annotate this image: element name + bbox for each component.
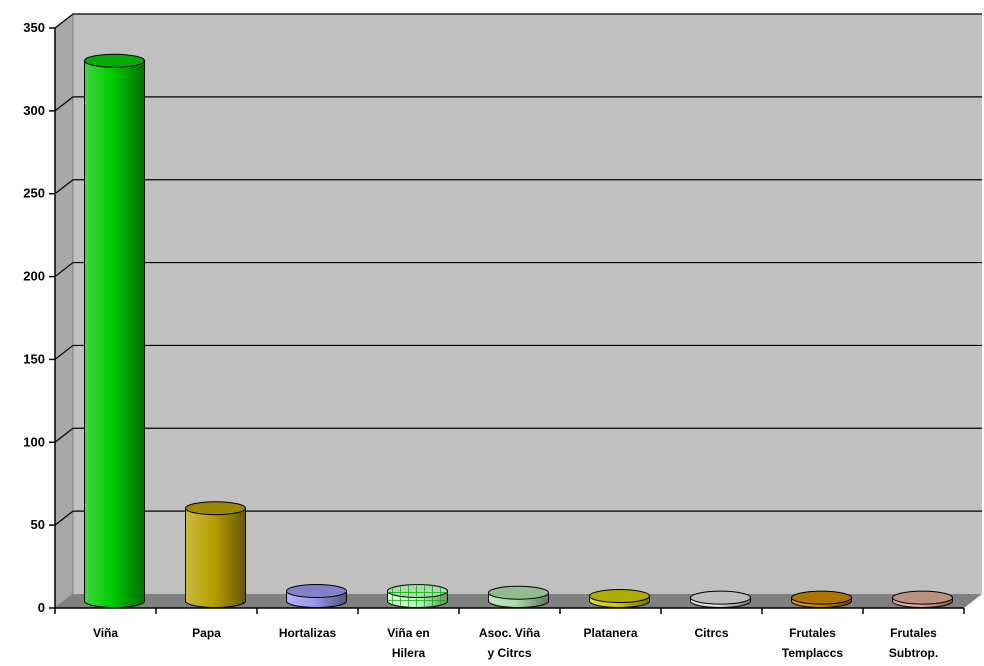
x-tick-label: Papa (192, 626, 221, 640)
x-tick-label: Platanera (583, 626, 637, 640)
x-tick-label: Hortalizas (279, 626, 337, 640)
x-tick-label: Frutales Subtrop. (889, 626, 938, 660)
x-tick-label-line: y Citrcs (487, 646, 531, 660)
y-tick-label: 300 (23, 103, 45, 118)
bar (387, 584, 448, 608)
gridline-diagonal (54, 262, 74, 278)
bar (488, 585, 549, 608)
x-tick-label-line: Viña en (387, 626, 429, 640)
bar-top (488, 585, 549, 600)
bar (185, 501, 246, 608)
back-wall (73, 14, 982, 594)
bar (892, 590, 953, 608)
y-tick-label: 350 (23, 20, 45, 35)
x-tick-label-line: Frutales (890, 626, 937, 640)
x-axis: Viña Papa Hortalizas Viña en Hilera Asoc. Viñ… (54, 607, 965, 660)
x-tick-label-line: Citrcs (694, 626, 728, 640)
x-tick-label-line: Viña (93, 626, 118, 640)
x-tick-label: Viña (93, 626, 118, 640)
gridline-diagonal (54, 13, 74, 29)
gridline-diagonal (54, 427, 74, 443)
bar (589, 589, 650, 608)
y-tick-label: 250 (23, 186, 45, 201)
bar-top-pattern (387, 584, 448, 598)
y-tick-label: 50 (31, 517, 45, 532)
bars (84, 53, 953, 608)
x-tick-label-line: Platanera (583, 626, 637, 640)
bar-body (185, 507, 246, 608)
x-tick-label-line: Frutales (789, 626, 836, 640)
gridline-diagonal (54, 510, 74, 526)
gridline-diagonal (54, 96, 74, 112)
bar-top (791, 590, 852, 605)
x-tick-label-line: Hortalizas (279, 626, 337, 640)
bar-top (892, 590, 953, 605)
y-tick-label: 100 (23, 434, 45, 449)
x-tick-label: Frutales Templaccs (782, 626, 843, 660)
x-tick-label-line: Papa (192, 626, 221, 640)
y-axis: 0 50 100 150 200 250 300 350 (23, 20, 56, 615)
bar (84, 53, 145, 608)
x-tick-label-line: Templaccs (782, 646, 843, 660)
y-tick-label: 200 (23, 269, 45, 284)
bar (286, 584, 347, 608)
bar-top (84, 53, 145, 68)
x-tick-label-line: Asoc. Viña (479, 626, 540, 640)
x-tick-label-line: Subtrop. (889, 646, 938, 660)
y-tick-label: 0 (38, 600, 45, 615)
bar-top (589, 589, 650, 604)
y-tick-label: 150 (23, 351, 45, 366)
x-tick-label: Viña en Hilera (387, 626, 429, 660)
bar-body (84, 60, 145, 608)
bar-top (690, 590, 751, 605)
x-tick-label: Asoc. Viña y Citrcs (479, 626, 540, 660)
bar (690, 590, 751, 608)
bar-top (185, 501, 246, 516)
gridline-diagonal (54, 344, 74, 360)
x-tick-label: Citrcs (694, 626, 728, 640)
gridline-diagonal (54, 179, 74, 195)
x-tick-label-line: Hilera (392, 646, 426, 660)
bar-top (286, 584, 347, 599)
bar (791, 590, 852, 608)
